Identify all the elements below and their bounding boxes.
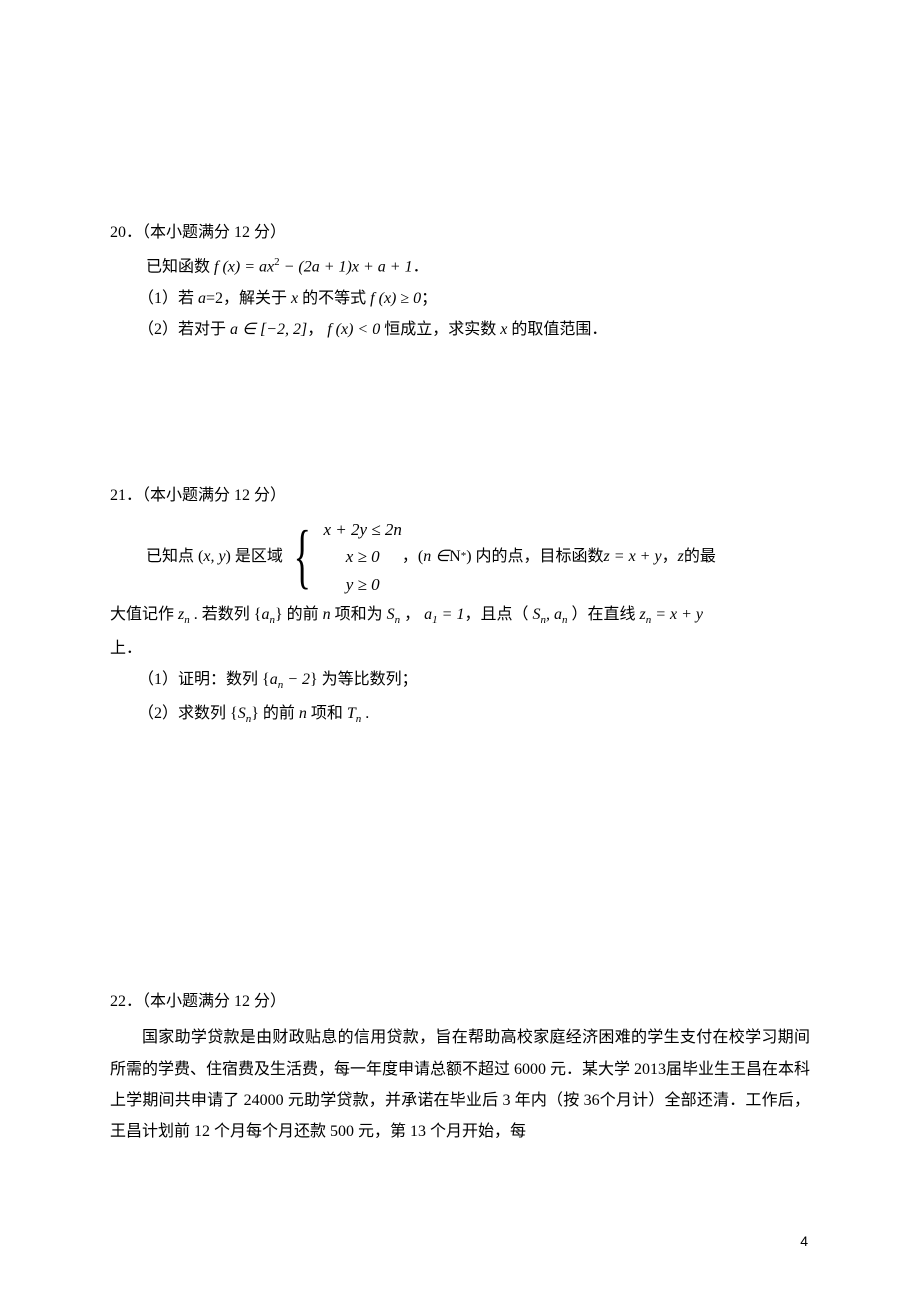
text: } 的前 xyxy=(275,606,323,623)
text: 恒成立，求实数 xyxy=(380,321,500,338)
math: n ∈ xyxy=(423,544,449,570)
math: − 2 xyxy=(283,671,310,688)
text: 大值记作 xyxy=(110,606,178,623)
math: a xyxy=(424,606,432,623)
constraint-1: x + 2y ≤ 2n xyxy=(323,516,401,543)
problem-21-q2: （2）求数列 {Sn} 的前 n 项和 Tn . xyxy=(110,701,810,729)
text: ， xyxy=(400,606,424,623)
text: 的不等式 xyxy=(298,290,370,307)
math: f (x) = ax xyxy=(214,258,274,275)
problem-20-heading: 20．（本小题满分 12 分） xyxy=(110,220,810,246)
text: . 若数列 { xyxy=(190,606,262,623)
text: . xyxy=(361,705,369,722)
left-brace-icon: { xyxy=(294,526,311,587)
problem-21-line1: 已知点 (x, y) 是区域 { x + 2y ≤ 2n x ≥ 0 y ≥ 0… xyxy=(110,516,810,598)
text: =2，解关于 xyxy=(206,290,291,307)
problem-21-heading: 21．（本小题满分 12 分） xyxy=(110,483,810,509)
math: a xyxy=(198,290,206,307)
math: S xyxy=(387,606,395,623)
problem-22: 22．（本小题满分 12 分） 国家助学贷款是由财政贴息的信用贷款，旨在帮助高校… xyxy=(110,989,810,1147)
text: 已知函数 xyxy=(146,258,214,275)
text: 项和为 xyxy=(331,606,387,623)
text: 已知点 ( xyxy=(146,544,203,570)
text: 项和 xyxy=(307,705,347,722)
math: a ∈ [−2, 2] xyxy=(230,321,307,338)
text: （1）若 xyxy=(138,290,198,307)
page-number: 4 xyxy=(800,1230,808,1252)
text: } 的前 xyxy=(251,705,299,722)
math: a xyxy=(554,606,562,623)
math: , xyxy=(546,606,554,623)
problem-20-line1: 已知函数 f (x) = ax2 − (2a + 1)x + a + 1． xyxy=(110,254,810,280)
text: ，且点（ xyxy=(464,606,532,623)
math: n xyxy=(299,705,307,722)
math: S xyxy=(238,705,246,722)
math: T xyxy=(347,705,356,722)
problem-22-heading: 22．（本小题满分 12 分） xyxy=(110,989,810,1015)
set-n: N xyxy=(449,544,461,570)
problem-22-body: 国家助学贷款是由财政贴息的信用贷款，旨在帮助高校家庭经济困难的学生支付在校学习期… xyxy=(110,1022,810,1147)
problem-21-q1: （1）证明：数列 {an − 2} 为等比数列； xyxy=(110,667,810,695)
problem-20-line3: （2）若对于 a ∈ [−2, 2]， f (x) < 0 恒成立，求实数 x … xyxy=(110,317,810,343)
math: f (x) < 0 xyxy=(327,321,380,338)
text: （2）若对于 xyxy=(138,321,230,338)
text: ) 内的点，目标函数 xyxy=(466,544,603,570)
text: ）在直线 xyxy=(567,606,639,623)
text: ， xyxy=(662,544,678,570)
text: 的最 xyxy=(684,544,716,570)
math: f (x) ≥ 0 xyxy=(370,290,421,307)
math: x, y xyxy=(203,544,225,570)
text: ，( xyxy=(402,544,423,570)
text: 的取值范围． xyxy=(507,321,607,338)
problem-21: 21．（本小题满分 12 分） 已知点 (x, y) 是区域 { x + 2y … xyxy=(110,483,810,729)
text: （1）证明：数列 { xyxy=(138,671,270,688)
brace-system: x + 2y ≤ 2n x ≥ 0 y ≥ 0 xyxy=(323,516,401,598)
text: ； xyxy=(421,290,437,307)
math: a xyxy=(270,671,278,688)
text: ) 是区域 xyxy=(226,544,283,570)
problem-21-line2: 大值记作 zn . 若数列 {an} 的前 n 项和为 Sn ， a1 = 1，… xyxy=(110,602,810,630)
math: = 1 xyxy=(438,606,465,623)
problem-21-line3: 上． xyxy=(110,636,810,662)
math: z = x + y xyxy=(604,544,662,570)
text: （2）求数列 { xyxy=(138,705,238,722)
math: n xyxy=(323,606,331,623)
problem-20-line2: （1）若 a=2，解关于 x 的不等式 f (x) ≥ 0； xyxy=(110,286,810,312)
math: = x + y xyxy=(651,606,703,623)
problem-20: 20．（本小题满分 12 分） 已知函数 f (x) = ax2 − (2a +… xyxy=(110,220,810,343)
text: } 为等比数列； xyxy=(310,671,418,688)
text: ． xyxy=(413,258,429,275)
math: − (2a + 1)x + a + 1 xyxy=(280,258,413,275)
text: ， xyxy=(307,321,327,338)
constraint-3: y ≥ 0 xyxy=(323,571,401,598)
constraint-2: x ≥ 0 xyxy=(323,543,401,570)
